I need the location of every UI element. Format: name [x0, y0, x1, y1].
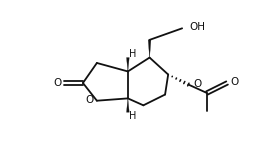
Text: O: O: [193, 79, 201, 89]
Polygon shape: [126, 98, 129, 112]
Text: H: H: [129, 49, 136, 59]
Text: O: O: [86, 95, 94, 105]
Text: O: O: [54, 78, 62, 88]
Polygon shape: [126, 58, 129, 71]
Text: O: O: [230, 77, 239, 87]
Polygon shape: [148, 40, 151, 58]
Text: H: H: [129, 111, 136, 121]
Text: OH: OH: [190, 22, 206, 32]
